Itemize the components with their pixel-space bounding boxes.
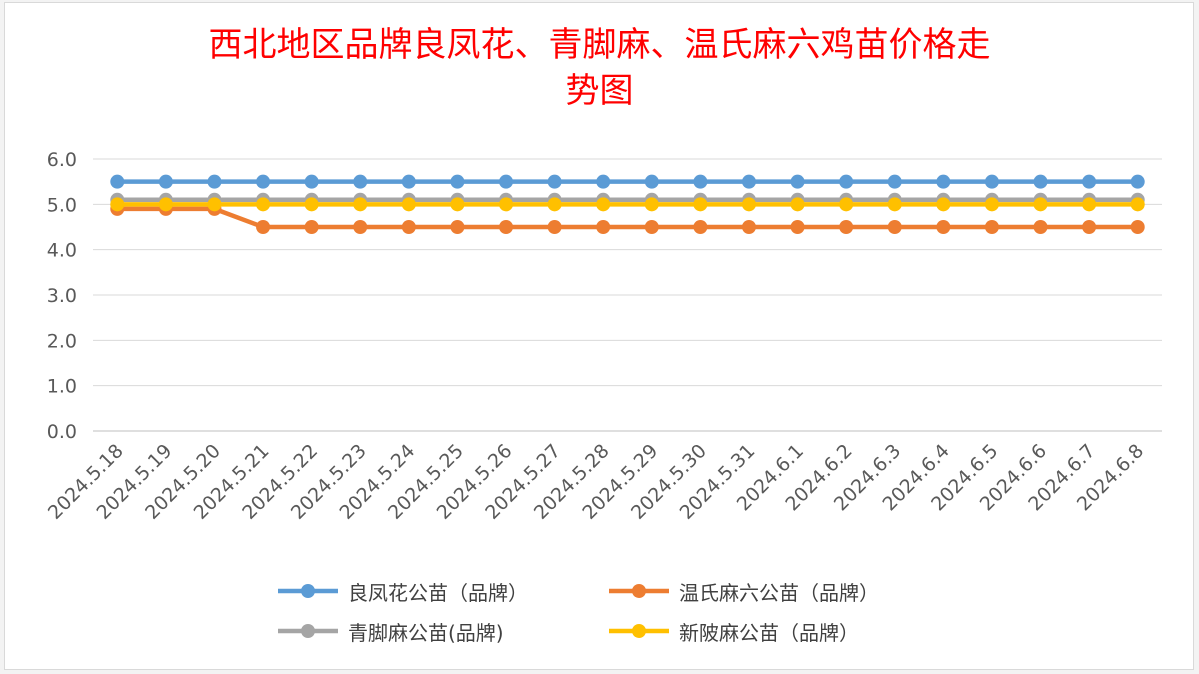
data-point bbox=[256, 220, 271, 234]
data-point bbox=[1082, 220, 1097, 234]
data-point bbox=[839, 220, 854, 234]
legend-label-qingjiaoma: 青脚麻公苗(品牌) bbox=[348, 620, 504, 645]
data-point bbox=[693, 220, 708, 234]
data-point bbox=[839, 174, 854, 189]
data-point bbox=[644, 197, 659, 212]
data-point bbox=[644, 174, 659, 189]
data-point bbox=[984, 197, 999, 212]
data-point bbox=[110, 197, 125, 212]
data-point bbox=[401, 220, 416, 234]
data-point bbox=[547, 197, 562, 212]
data-point bbox=[158, 197, 173, 212]
data-point bbox=[887, 197, 902, 212]
data-point bbox=[984, 174, 999, 189]
data-point bbox=[887, 220, 902, 234]
data-point bbox=[644, 220, 659, 234]
data-point bbox=[256, 197, 271, 212]
legend-marker bbox=[632, 624, 646, 638]
legend-swatch-liangfenghua bbox=[278, 584, 338, 598]
data-point bbox=[499, 197, 514, 212]
data-point bbox=[547, 220, 562, 234]
legend-label-xinpima: 新陂麻公苗（品牌） bbox=[679, 620, 859, 645]
data-point bbox=[353, 197, 368, 212]
data-point bbox=[693, 174, 708, 189]
data-point bbox=[596, 220, 611, 234]
series-line bbox=[117, 206, 1138, 230]
data-point bbox=[353, 220, 368, 234]
data-point bbox=[839, 197, 854, 212]
data-point bbox=[741, 220, 756, 234]
y-tick-label: 0.0 bbox=[47, 421, 77, 443]
legend-item-wenshi-maliu: 温氏麻六公苗（品牌） bbox=[607, 578, 879, 605]
data-point bbox=[158, 174, 173, 189]
chart-title: 西北地区品牌良凤花、青脚麻、温氏麻六鸡苗价格走 势图 bbox=[0, 22, 1199, 114]
data-point bbox=[401, 174, 416, 189]
legend-swatch-qingjiaoma bbox=[278, 624, 338, 638]
data-point bbox=[450, 174, 465, 189]
data-point bbox=[984, 220, 999, 234]
y-tick-label: 5.0 bbox=[47, 194, 77, 216]
chart-area bbox=[4, 2, 1194, 670]
data-point bbox=[207, 174, 222, 189]
legend-marker bbox=[301, 584, 315, 598]
data-point bbox=[499, 220, 514, 234]
data-point bbox=[887, 174, 902, 189]
legend-swatch-wenshi-maliu bbox=[609, 584, 669, 598]
y-tick-label: 3.0 bbox=[47, 285, 77, 307]
legend-item-liangfenghua: 良凤花公苗（品牌） bbox=[276, 578, 528, 605]
y-tick-label: 2.0 bbox=[47, 330, 77, 352]
data-point bbox=[936, 220, 951, 234]
data-point bbox=[499, 174, 514, 189]
data-point bbox=[1130, 220, 1145, 234]
data-point bbox=[547, 174, 562, 189]
y-tick-label: 4.0 bbox=[47, 240, 77, 262]
data-point bbox=[936, 174, 951, 189]
data-point bbox=[741, 174, 756, 189]
data-point bbox=[353, 174, 368, 189]
legend-swatch-xinpima bbox=[609, 624, 669, 638]
data-point bbox=[1082, 197, 1097, 212]
chart-title-line-1: 西北地区品牌良凤花、青脚麻、温氏麻六鸡苗价格走 bbox=[208, 25, 991, 65]
data-point bbox=[207, 197, 222, 212]
data-point bbox=[304, 220, 319, 234]
data-point bbox=[450, 197, 465, 212]
data-point bbox=[304, 174, 319, 189]
data-point bbox=[1033, 174, 1048, 189]
data-point bbox=[596, 197, 611, 212]
data-point bbox=[450, 220, 465, 234]
data-point bbox=[401, 197, 416, 212]
data-point bbox=[1130, 174, 1145, 189]
data-point bbox=[596, 174, 611, 189]
data-point bbox=[936, 197, 951, 212]
y-tick-label: 1.0 bbox=[47, 376, 77, 398]
legend-label-wenshi-maliu: 温氏麻六公苗（品牌） bbox=[679, 580, 879, 605]
data-point bbox=[790, 197, 805, 212]
legend-label-liangfenghua: 良凤花公苗（品牌） bbox=[348, 580, 528, 605]
data-point bbox=[741, 197, 756, 212]
data-point bbox=[1082, 174, 1097, 189]
data-point bbox=[110, 174, 125, 189]
data-point bbox=[1033, 220, 1048, 234]
data-point bbox=[1033, 197, 1048, 212]
data-point bbox=[790, 174, 805, 189]
data-point bbox=[1130, 197, 1145, 212]
data-point bbox=[304, 197, 319, 212]
legend-marker bbox=[632, 584, 646, 598]
y-tick-label: 6.0 bbox=[47, 149, 77, 171]
legend-item-xinpima: 新陂麻公苗（品牌） bbox=[607, 618, 859, 645]
data-point bbox=[256, 174, 271, 189]
data-point bbox=[790, 220, 805, 234]
legend-marker bbox=[301, 624, 315, 638]
legend-item-qingjiaoma: 青脚麻公苗(品牌) bbox=[276, 618, 504, 645]
chart-title-line-2: 势图 bbox=[565, 71, 634, 111]
data-point bbox=[693, 197, 708, 212]
